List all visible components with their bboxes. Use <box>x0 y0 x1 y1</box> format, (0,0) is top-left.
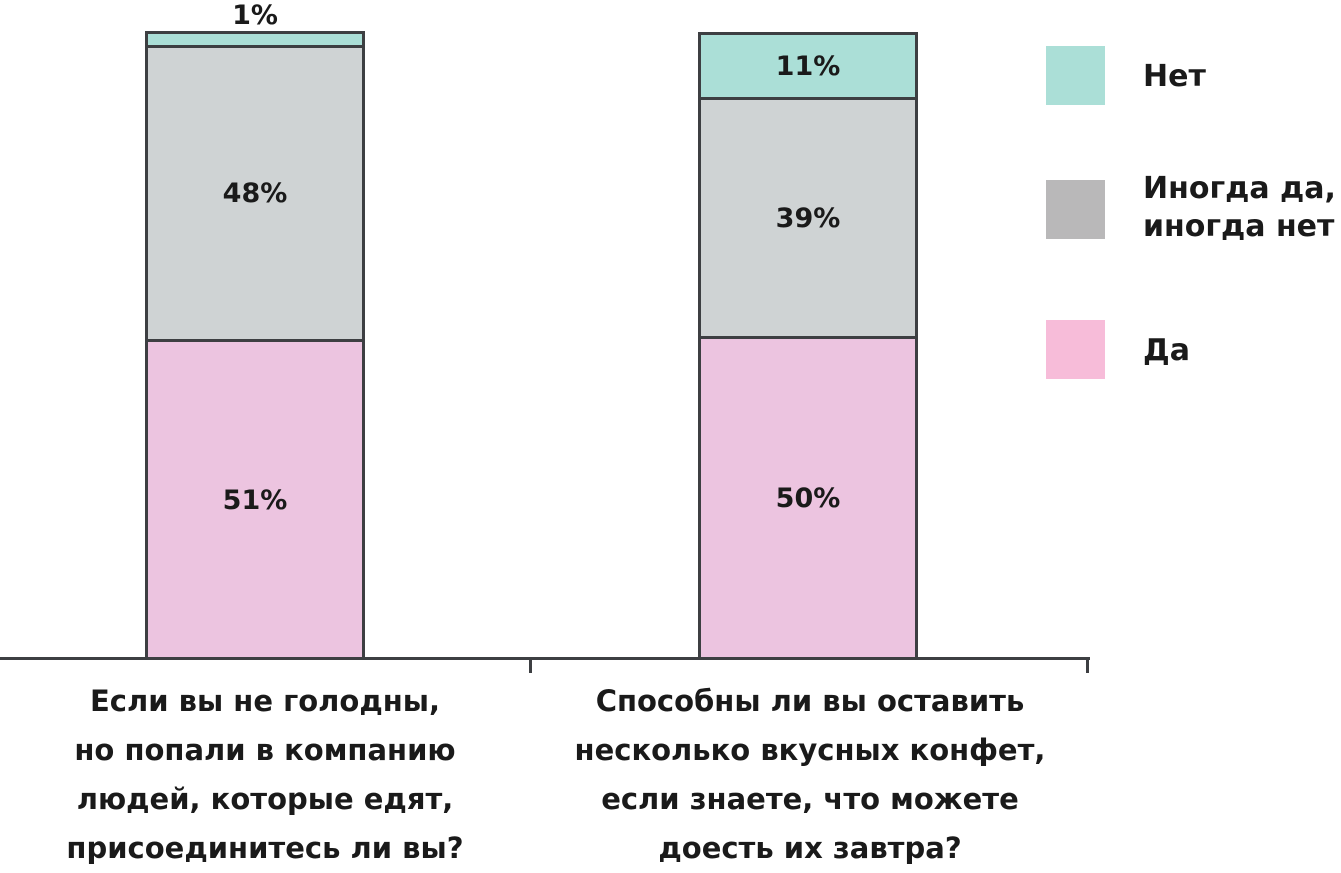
category-label-line: несколько вкусных конфет, <box>574 733 1046 767</box>
x-axis-tick <box>529 657 532 673</box>
bar-1-net-value-label: 1% <box>232 0 278 31</box>
x-axis-tick <box>1086 657 1089 673</box>
bar-1-segment-net <box>148 34 362 45</box>
bar-1-segment-inogda: 48% <box>148 48 362 339</box>
legend-swatch-da <box>1046 320 1105 379</box>
legend-label-da: Да <box>1143 333 1190 368</box>
legend-label-inogda: Иногда да, иногда нет <box>1143 170 1336 246</box>
bar-2-net-value: 11% <box>775 50 841 82</box>
bar-2: 11% 39% 50% <box>698 32 918 658</box>
category-label-line: людей, которые едят, <box>76 782 454 816</box>
bar-1-divider <box>148 45 362 48</box>
category-label-line: но попали в компанию <box>74 733 456 767</box>
bar-1: 48% 51% <box>145 31 365 658</box>
legend-label-line: Иногда да, <box>1143 171 1336 206</box>
bar-1-segment-da: 51% <box>148 342 362 658</box>
bar-2-inogda-value: 39% <box>775 202 841 234</box>
bar-2-segment-da: 50% <box>701 339 915 658</box>
legend-swatch-net <box>1046 46 1105 105</box>
bar-1-divider <box>148 339 362 342</box>
category-label-line: Способны ли вы оставить <box>595 684 1025 718</box>
category-label-line: Если вы не голодны, <box>89 684 441 718</box>
category-label-line: если знаете, что можете <box>601 782 1019 816</box>
legend-swatch-inogda <box>1046 180 1105 239</box>
category-label-line: присоединитесь ли вы? <box>66 831 464 865</box>
bar-2-da-value: 50% <box>775 483 841 514</box>
legend-label-net: Нет <box>1143 59 1206 94</box>
category-label-line: доесть их завтра? <box>658 831 962 865</box>
bar-2-segment-net: 11% <box>701 35 915 97</box>
bar-2-divider <box>701 97 915 100</box>
bar-2-segment-inogda: 39% <box>701 100 915 336</box>
category-label-1: Если вы не голодны, но попали в компанию… <box>0 677 530 873</box>
bar-2-divider <box>701 336 915 339</box>
bar-1-da-value: 51% <box>222 484 288 516</box>
bar-1-inogda-value: 48% <box>222 178 288 209</box>
x-axis-line <box>0 657 1090 660</box>
legend-label-line: иногда нет <box>1143 209 1335 244</box>
category-label-2: Способны ли вы оставить несколько вкусны… <box>552 677 1068 873</box>
